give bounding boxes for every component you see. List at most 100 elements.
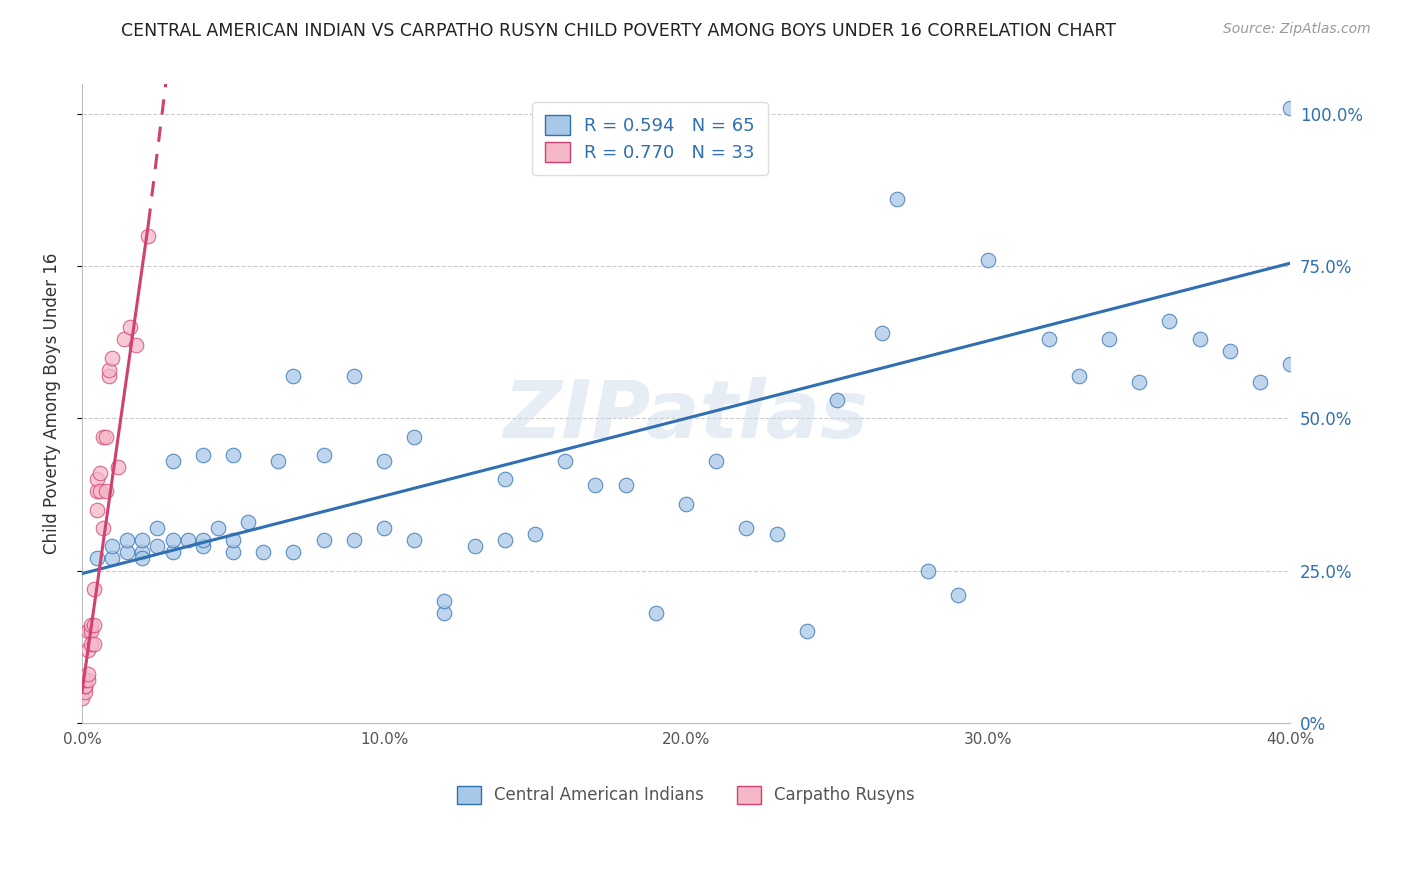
Point (98, 362, 121, 376)
Point (977, 253, 1000, 268)
Point (73, 673, 96, 687)
Point (1279, 101, 1302, 115)
Point (494, 472, 516, 486)
Point (765, 527, 787, 541)
Point (946, 588, 969, 602)
Point (1038, 332, 1060, 346)
Point (77, 642, 100, 657)
Point (101, 551, 124, 566)
Point (176, 533, 198, 548)
Point (83, 618, 105, 632)
Point (1188, 332, 1211, 346)
Point (80, 637, 103, 651)
Point (1249, 375, 1271, 389)
Point (207, 521, 229, 535)
Point (146, 521, 169, 535)
Point (94, 430, 117, 444)
Point (91, 430, 114, 444)
Point (86, 551, 108, 566)
Point (464, 539, 486, 553)
Point (494, 533, 516, 548)
Point (872, 326, 894, 341)
Point (77, 624, 100, 639)
Point (675, 497, 697, 511)
Point (1159, 314, 1181, 328)
Point (107, 460, 129, 475)
Point (222, 533, 245, 548)
Point (83, 582, 105, 596)
Point (89, 484, 111, 499)
Point (80, 618, 103, 632)
Point (117, 533, 139, 548)
Point (94, 484, 117, 499)
Point (73, 679, 96, 693)
Point (1128, 375, 1150, 389)
Point (373, 521, 395, 535)
Point (644, 606, 666, 620)
Point (162, 545, 184, 559)
Point (886, 192, 908, 206)
Point (267, 454, 290, 468)
Point (83, 637, 105, 651)
Point (312, 448, 335, 462)
Point (433, 594, 456, 608)
Point (524, 527, 547, 541)
Point (614, 478, 637, 492)
Point (70, 691, 93, 706)
Point (86, 484, 108, 499)
Point (125, 338, 148, 352)
Point (191, 448, 214, 462)
Point (704, 454, 727, 468)
Point (283, 368, 305, 383)
Point (222, 448, 245, 462)
Point (138, 228, 160, 243)
Point (80, 624, 103, 639)
Point (91, 521, 114, 535)
Point (117, 545, 139, 559)
Point (404, 430, 426, 444)
Point (343, 368, 366, 383)
Point (433, 606, 456, 620)
Text: CENTRAL AMERICAN INDIAN VS CARPATHO RUSYN CHILD POVERTY AMONG BOYS UNDER 16 CORR: CENTRAL AMERICAN INDIAN VS CARPATHO RUSY… (121, 22, 1116, 40)
Y-axis label: Child Poverty Among Boys Under 16: Child Poverty Among Boys Under 16 (44, 252, 60, 554)
Point (222, 545, 245, 559)
Point (162, 533, 184, 548)
Point (283, 545, 305, 559)
Point (73, 685, 96, 699)
Point (77, 667, 100, 681)
Point (252, 545, 274, 559)
Point (583, 478, 606, 492)
Point (191, 539, 214, 553)
Text: Source: ZipAtlas.com: Source: ZipAtlas.com (1223, 22, 1371, 37)
Point (236, 515, 259, 529)
Point (825, 393, 848, 408)
Point (112, 332, 135, 346)
Point (120, 320, 142, 334)
Point (131, 533, 153, 548)
Point (131, 545, 153, 559)
Point (191, 533, 214, 548)
Point (146, 539, 169, 553)
Point (1279, 357, 1302, 371)
Point (1219, 344, 1241, 359)
Point (70, 673, 93, 687)
Point (312, 533, 335, 548)
Point (101, 351, 124, 365)
Point (917, 564, 939, 578)
Point (343, 533, 366, 548)
Point (404, 533, 426, 548)
Point (162, 454, 184, 468)
Point (73, 679, 96, 693)
Point (89, 466, 111, 480)
Point (373, 454, 395, 468)
Point (1067, 368, 1090, 383)
Legend: Central American Indians, Carpatho Rusyns: Central American Indians, Carpatho Rusyn… (451, 779, 921, 811)
Point (77, 673, 100, 687)
Point (735, 521, 758, 535)
Point (98, 368, 121, 383)
Text: ZIPatlas: ZIPatlas (503, 377, 869, 455)
Point (86, 502, 108, 516)
Point (796, 624, 818, 639)
Point (131, 551, 153, 566)
Point (1098, 332, 1121, 346)
